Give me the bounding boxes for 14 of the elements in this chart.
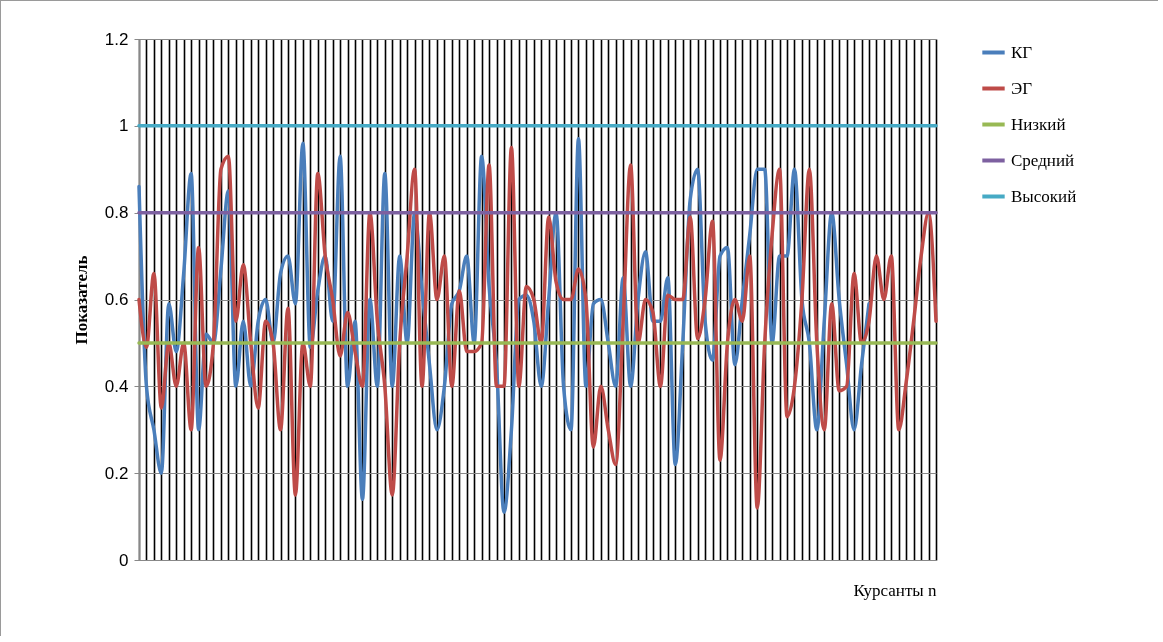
legend-label: Низкий	[1011, 114, 1066, 134]
y-tick-label: 0	[119, 550, 129, 570]
legend-label: ЭГ	[1011, 78, 1033, 98]
y-tick-label: 0.2	[104, 463, 129, 483]
y-tick-label: 0.6	[104, 290, 129, 309]
y-tick-label: 1.2	[104, 29, 129, 49]
y-tick-label: 0.8	[104, 203, 129, 223]
legend-label: Средний	[1011, 150, 1075, 170]
y-tick-label: 0.4	[104, 376, 129, 396]
x-axis-title: Курсанты n	[853, 580, 937, 600]
y-tick-label: 1	[119, 116, 129, 136]
y-axis-title: Показатель	[71, 255, 91, 345]
legend-label: Высокий	[1011, 186, 1077, 206]
legend-label: КГ	[1011, 42, 1033, 62]
